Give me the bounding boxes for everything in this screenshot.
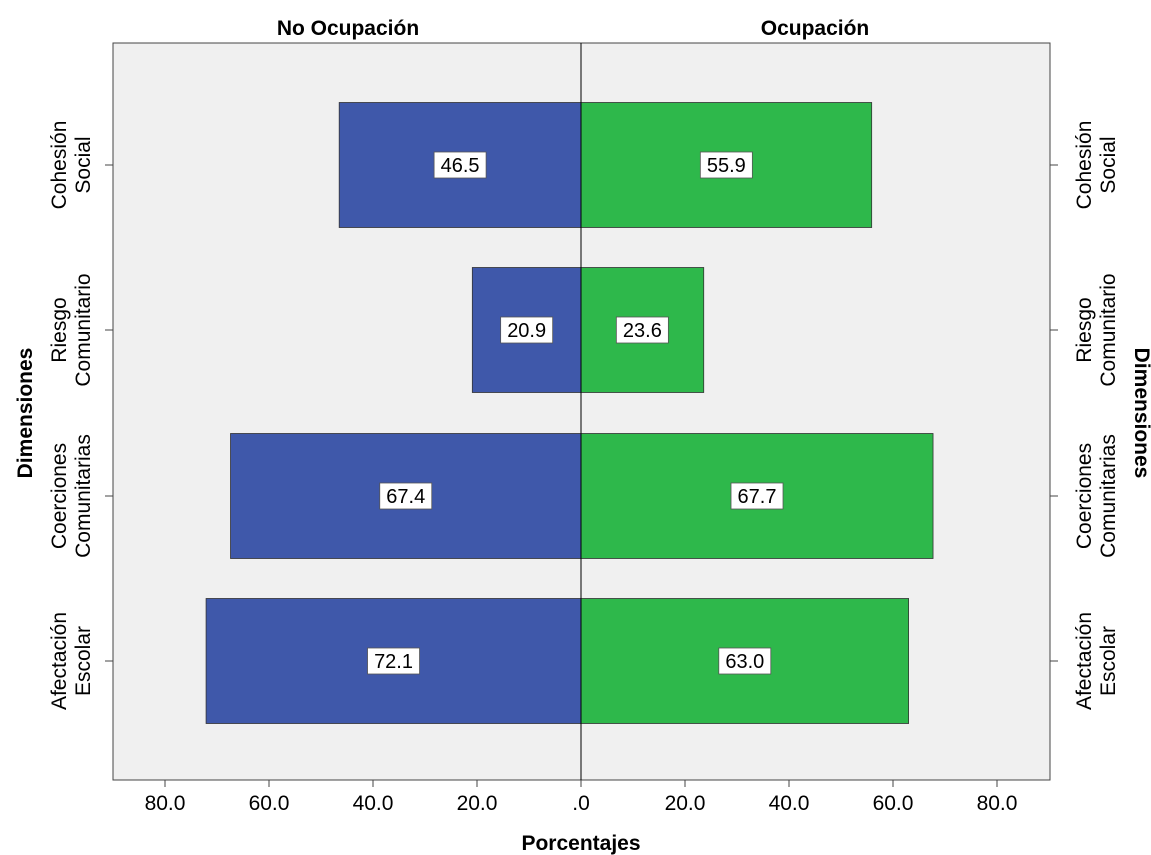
x-tick-label: 20.0 <box>457 792 498 815</box>
data-label-box <box>367 647 420 675</box>
category-label-left: CoercionesComunitarias <box>48 434 95 558</box>
x-tick-label: 60.0 <box>873 792 914 815</box>
data-label: 63.0 <box>725 651 764 673</box>
x-tick-label: 40.0 <box>769 792 810 815</box>
x-axis-title: Porcentajes <box>521 832 640 855</box>
x-tick-label: .0 <box>572 792 590 815</box>
panel-title-right: Ocupación <box>761 17 870 40</box>
data-label: 67.7 <box>738 486 777 508</box>
x-tick-label: 40.0 <box>353 792 394 815</box>
data-label-box <box>718 647 772 675</box>
data-label: 23.6 <box>623 320 662 342</box>
data-label: 72.1 <box>374 651 413 673</box>
x-tick-label: 80.0 <box>977 792 1018 815</box>
data-label: 67.4 <box>386 486 425 508</box>
x-tick-label: 80.0 <box>145 792 186 815</box>
data-label-box <box>615 316 669 344</box>
y-axis-title-left: Dimensiones <box>14 348 37 479</box>
data-label-box <box>699 151 753 179</box>
category-label-right: CoercionesComunitarias <box>1073 434 1120 558</box>
data-label-box <box>730 482 784 510</box>
data-label: 46.5 <box>441 155 480 177</box>
category-label-right: RiesgoComunitario <box>1073 273 1120 386</box>
category-label-right: CohesiónSocial <box>1073 121 1120 210</box>
y-axis-title-right: Dimensiones <box>1130 348 1151 479</box>
data-label: 20.9 <box>507 320 546 342</box>
axes-layer: CohesiónSocial CohesiónSocial RiesgoComuni… <box>48 121 1120 815</box>
data-label-box <box>433 151 487 179</box>
panel-title-left: No Ocupación <box>277 17 419 40</box>
data-labels-layer: 46.5 20.9 67.4 72.1 55.9 23.6 67.7 63.0 <box>367 151 784 675</box>
data-label: 55.9 <box>707 155 746 177</box>
x-tick-label: 20.0 <box>665 792 706 815</box>
category-label-left: CohesiónSocial <box>48 121 95 210</box>
category-label-right: AfectaciónEscolar <box>1073 612 1120 710</box>
category-label-left: RiesgoComunitario <box>48 273 95 386</box>
data-label-box <box>500 316 554 344</box>
x-tick-label: 60.0 <box>249 792 290 815</box>
data-label-box <box>379 482 433 510</box>
category-label-left: AfectaciónEscolar <box>48 612 95 710</box>
